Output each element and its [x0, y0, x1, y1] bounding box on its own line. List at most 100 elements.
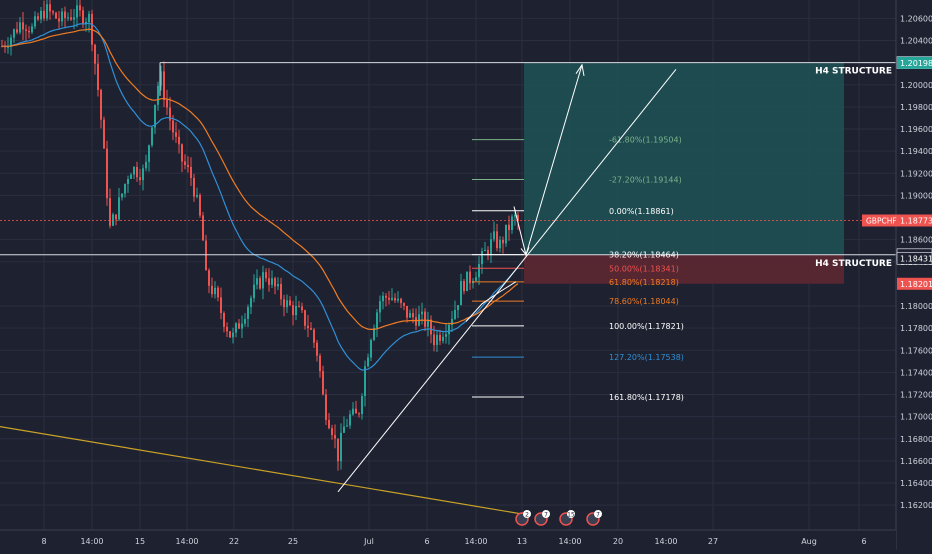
candle-body: [388, 297, 390, 300]
candle-body: [244, 319, 246, 324]
candle-body: [304, 310, 306, 326]
candle-body: [97, 63, 99, 90]
candle-body: [514, 215, 516, 217]
candle-body: [187, 164, 189, 167]
time-tick-label: 27: [708, 537, 718, 546]
candle-body: [496, 231, 498, 249]
candle-body: [184, 161, 186, 165]
candle-body: [502, 239, 504, 244]
price-tick-label: 1.16600: [900, 457, 932, 466]
candle-body: [178, 136, 180, 145]
price-tag-label: 1.18431: [900, 254, 932, 263]
profit-zone: [524, 62, 844, 255]
price-tick-label: 1.17600: [900, 346, 932, 355]
event-badges[interactable]: 2 7 15 7: [515, 510, 602, 526]
candle-body: [367, 357, 369, 367]
event-badge-count: 7: [544, 512, 548, 519]
candle-body: [376, 312, 378, 329]
candle-body: [205, 240, 207, 271]
time-tick-label: 14:00: [80, 537, 103, 546]
candle-body: [67, 17, 69, 19]
candle-body: [415, 317, 417, 326]
candle-body: [256, 278, 258, 285]
candle-body: [103, 119, 105, 149]
price-tick-label: 1.17400: [900, 368, 932, 377]
candle-body: [379, 301, 381, 313]
price-axis[interactable]: 1.206001.204001.202001.200001.198001.196…: [862, 0, 932, 550]
event-badge-count-bg: [523, 510, 531, 518]
candle-body: [118, 197, 120, 220]
candle-body: [25, 29, 27, 31]
candle-body: [364, 366, 366, 397]
long-term-trendline: [0, 426, 523, 515]
time-tick-label: 6: [424, 537, 429, 546]
candle-body: [361, 396, 363, 415]
candle-body: [385, 295, 387, 298]
time-axis[interactable]: 8 14:00 15 14:00 22 25 Jul 6 14:00 13 14:00 20 27 14:…: [0, 529, 896, 550]
candle-body: [154, 104, 156, 128]
candle-body: [46, 4, 48, 19]
time-tick-label: 14:00: [654, 537, 677, 546]
candle-body: [334, 434, 336, 439]
candle-body: [13, 29, 15, 38]
candle-body: [181, 144, 183, 162]
fib-level-label: 161.80%(1.17178): [609, 393, 684, 402]
candle-body: [82, 10, 84, 25]
candle-body: [166, 99, 168, 108]
candle-body: [43, 10, 45, 19]
price-tick-label: 1.20000: [900, 81, 932, 90]
price-tick-label: 1.19000: [900, 191, 932, 200]
event-badge-count-bg: [594, 510, 602, 518]
candle-body: [286, 300, 288, 308]
trendline-drawings: [337, 63, 677, 493]
candle-body: [445, 334, 447, 337]
candle-body: [469, 271, 471, 284]
candle-body: [517, 215, 519, 221]
candle-body: [28, 30, 30, 33]
candle-body: [100, 89, 102, 120]
candle-body: [358, 413, 360, 415]
candle-body: [31, 26, 33, 33]
candle-body: [223, 313, 225, 327]
candle-body: [268, 278, 270, 285]
price-tick-label: 1.19400: [900, 147, 932, 156]
candle-body: [10, 37, 12, 47]
candle-body: [94, 44, 96, 64]
moving-averages: [1, 22, 519, 371]
candle-body: [58, 18, 60, 22]
candle-body: [343, 426, 345, 433]
candle-body: [403, 303, 405, 306]
candle-body: [49, 4, 51, 12]
candle-body: [457, 305, 459, 310]
candle-body: [160, 71, 162, 86]
risk-reward-zones: [524, 62, 844, 284]
candle-body: [127, 178, 129, 185]
candle-body: [169, 107, 171, 121]
candle-body: [7, 46, 9, 48]
event-badge-count: 15: [567, 512, 575, 519]
candle-body: [301, 306, 303, 311]
candle-body: [406, 305, 408, 318]
candle-body: [64, 11, 66, 19]
candle-body: [322, 371, 324, 395]
candle-body: [139, 177, 141, 181]
candle-body: [277, 284, 279, 287]
candle-body: [124, 184, 126, 194]
candle-body: [175, 132, 177, 137]
price-tick-label: 1.19800: [900, 103, 932, 112]
arrow-head-up: [575, 63, 585, 76]
candle-body: [292, 305, 294, 316]
candle-body: [499, 239, 501, 249]
event-badge-count-bg: [542, 510, 550, 518]
candle-body: [454, 309, 456, 319]
current-price-tag: [862, 214, 932, 227]
candle-body: [340, 432, 342, 462]
candle-body: [151, 127, 153, 146]
structure-levels: H4 STRUCTURE H4 STRUCTURE: [0, 62, 896, 269]
fib-level-label: 127.20%(1.17538): [609, 353, 684, 362]
fib-level-label: 78.60%(1.18044): [609, 297, 679, 306]
time-tick-label: 20: [613, 537, 623, 546]
candle-body: [79, 5, 81, 11]
